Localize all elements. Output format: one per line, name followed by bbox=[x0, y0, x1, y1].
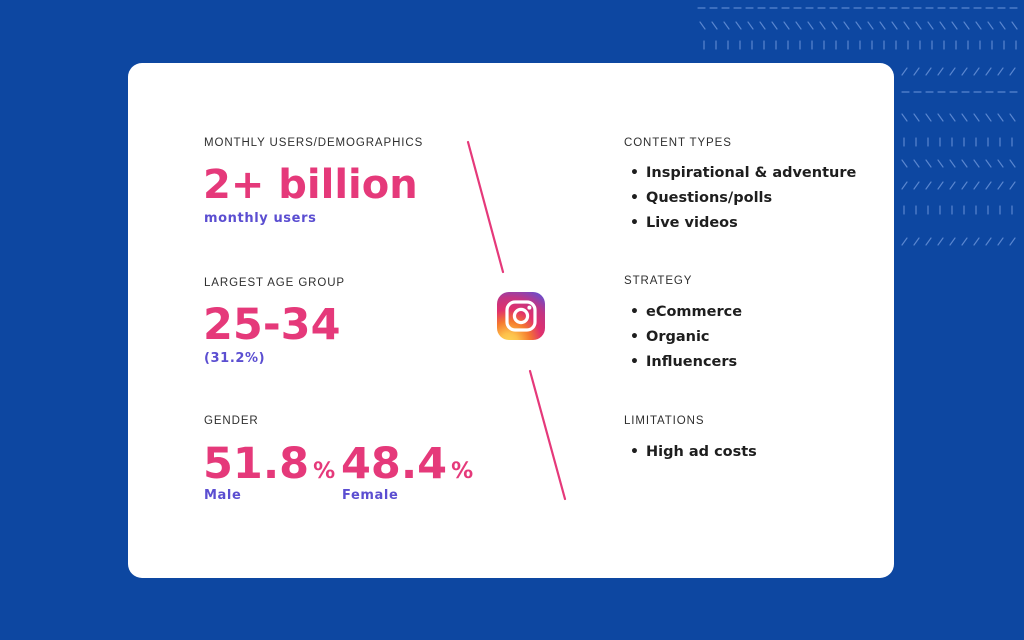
list-item: Organic bbox=[624, 325, 742, 350]
list-item: Questions/polls bbox=[624, 186, 856, 211]
strategy-list: eCommerce Organic Influencers bbox=[624, 300, 742, 375]
content-types-label: CONTENT TYPES bbox=[624, 137, 732, 149]
instagram-stats-card: MONTHLY USERS/DEMOGRAPHICS 2+ billion mo… bbox=[128, 63, 894, 578]
age-group-label: LARGEST AGE GROUP bbox=[204, 277, 345, 289]
list-item: Influencers bbox=[624, 350, 742, 375]
female-pct: % bbox=[451, 459, 474, 484]
age-group-sub: (31.2%) bbox=[204, 351, 266, 366]
female-value: 48.4 bbox=[341, 439, 448, 489]
male-stat: 51.8% bbox=[203, 443, 335, 486]
list-item: High ad costs bbox=[624, 440, 757, 465]
male-value: 51.8 bbox=[203, 439, 310, 489]
gender-label: GENDER bbox=[204, 415, 259, 427]
male-label: Male bbox=[204, 488, 242, 503]
strategy-label: STRATEGY bbox=[624, 275, 693, 287]
male-pct: % bbox=[313, 459, 336, 484]
age-group-value: 25-34 bbox=[203, 300, 341, 350]
limitations-list: High ad costs bbox=[624, 440, 757, 465]
list-item: Inspirational & adventure bbox=[624, 161, 856, 186]
content-types-list: Inspirational & adventure Questions/poll… bbox=[624, 161, 856, 236]
list-item: eCommerce bbox=[624, 300, 742, 325]
instagram-icon bbox=[497, 292, 545, 340]
female-label: Female bbox=[342, 488, 399, 503]
monthly-users-sub: monthly users bbox=[204, 211, 317, 226]
limitations-label: LIMITATIONS bbox=[624, 415, 705, 427]
diagonal-divider bbox=[466, 140, 567, 501]
monthly-users-label: MONTHLY USERS/DEMOGRAPHICS bbox=[204, 137, 424, 149]
monthly-users-value: 2+ billion bbox=[203, 162, 418, 208]
female-stat: 48.4% bbox=[341, 443, 473, 486]
list-item: Live videos bbox=[624, 211, 856, 236]
